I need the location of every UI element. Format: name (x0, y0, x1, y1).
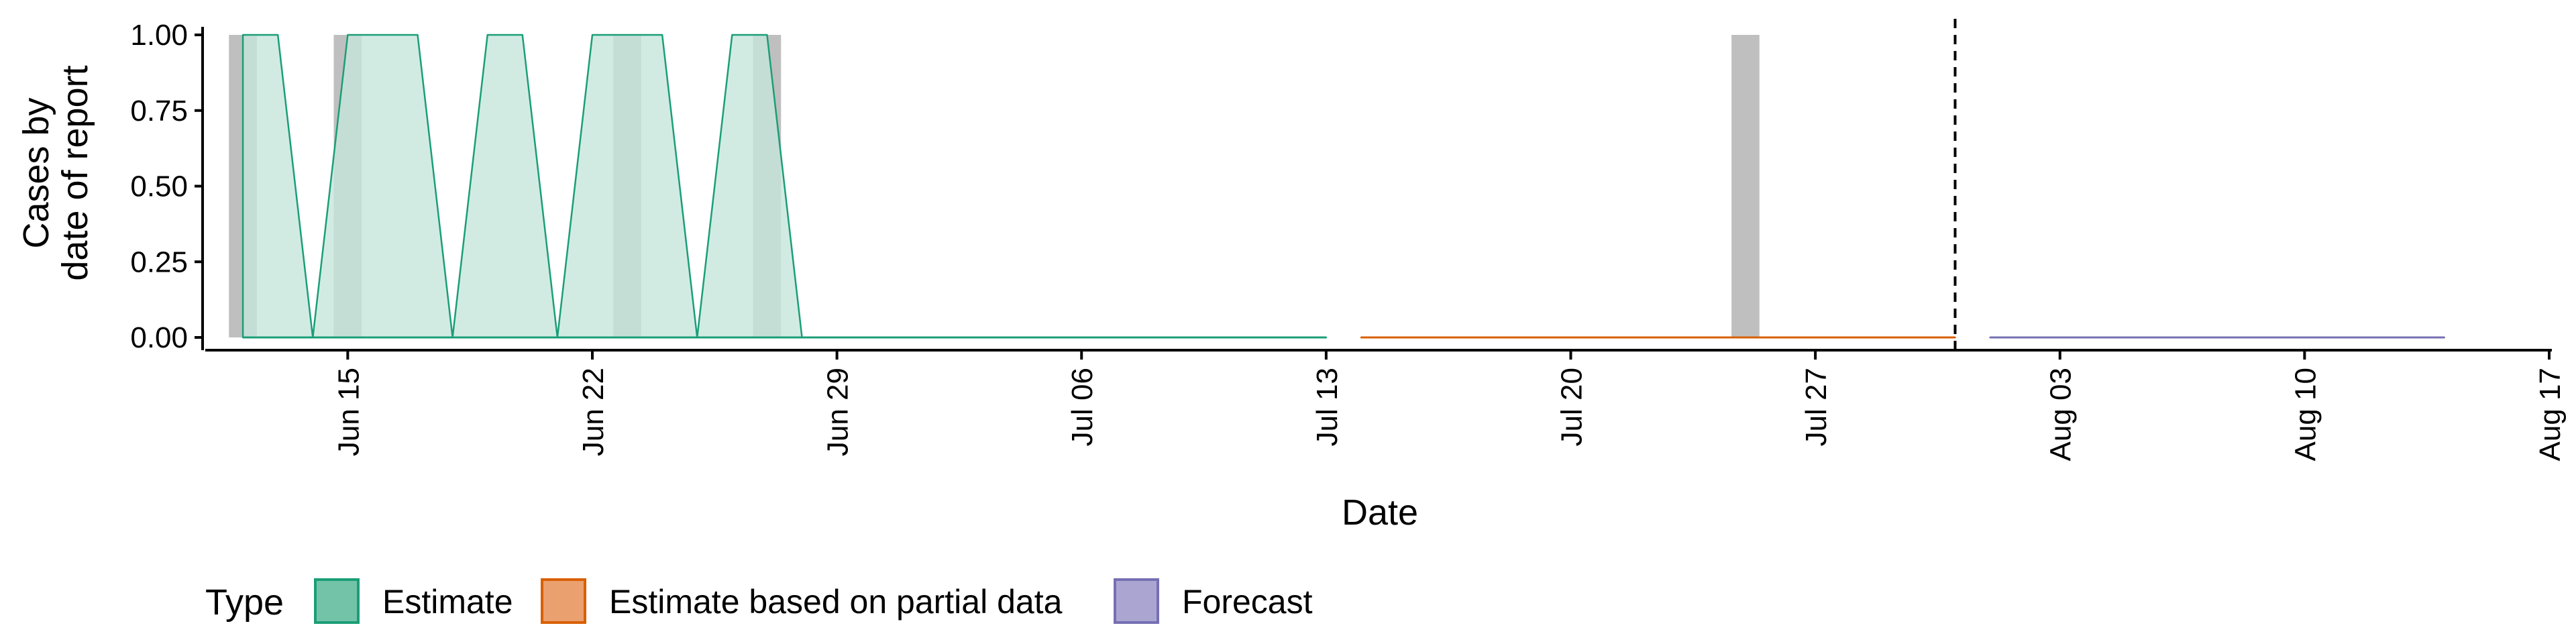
x-axis: Jun 15 Jun 22 Jun 29 Jul 06 Jul 13 Jul 20 Jul … (205, 349, 2567, 461)
x-tick-label: Aug 10 (2289, 368, 2322, 461)
y-tick-label: 1.00 (130, 19, 188, 52)
legend-swatch (541, 578, 586, 624)
legend: Type Estimate Estimate based on partial d… (205, 578, 1313, 624)
x-tick-label: Aug 03 (2045, 368, 2078, 461)
y-tick-label: 0.75 (130, 95, 188, 127)
series-ribbon (241, 34, 1328, 339)
x-tick-label: Jun 29 (822, 368, 855, 456)
legend-item: Estimate (314, 578, 513, 624)
y-tick-label: 0.00 (130, 321, 188, 354)
legend-label: Estimate (382, 583, 513, 621)
legend-label: Forecast (1182, 583, 1313, 621)
x-tick-label: Jul 13 (1311, 368, 1344, 446)
legend-swatch (314, 578, 360, 624)
y-axis-title-line-2: date of report (55, 65, 95, 280)
legend-item: Forecast (1114, 578, 1313, 624)
x-tick-label: Jul 20 (1555, 368, 1588, 446)
x-tick-label: Jul 06 (1066, 368, 1099, 446)
x-tick-label: Jun 15 (332, 368, 365, 456)
estimate-ribbons (241, 34, 2445, 339)
legend-item: Estimate based on partial data (541, 578, 1063, 624)
x-tick-label: Aug 17 (2534, 368, 2567, 461)
x-axis-title: Date (1342, 492, 1418, 533)
legend-label: Estimate based on partial data (609, 583, 1063, 621)
x-tick-label: Jul 27 (1800, 368, 1833, 446)
legend-title: Type (205, 582, 284, 623)
x-tick-label: Jun 22 (577, 368, 610, 456)
reported-case-bar (1731, 35, 1760, 337)
y-tick-label: 0.50 (130, 170, 188, 203)
legend-swatch (1114, 578, 1159, 624)
y-tick-label: 0.25 (130, 246, 188, 278)
y-axis: 0.00 0.25 0.50 0.75 1.00 (130, 19, 204, 354)
y-axis-title-line-1: Cases by (16, 97, 56, 248)
